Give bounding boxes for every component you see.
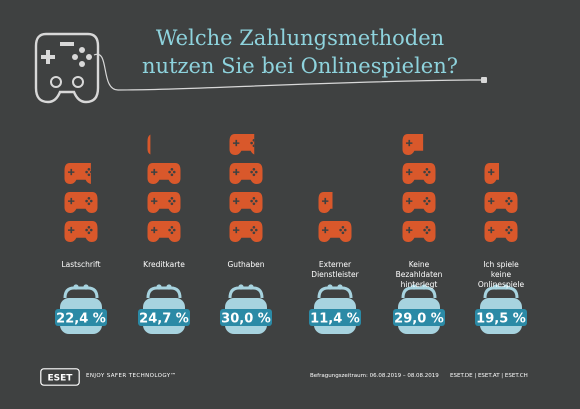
- value-badge: [55, 309, 107, 326]
- category-label-line: Guthaben: [227, 260, 265, 269]
- value-badge: [220, 309, 272, 326]
- partial-gamepad-icon: [318, 192, 333, 213]
- value-label: 22,4 %: [56, 312, 106, 327]
- value-label: 29,0 %: [394, 312, 444, 327]
- gamepad-icon: [229, 192, 263, 213]
- survey-period: Befragungszeitraum: 06.08.2019 – 08.08.2…: [310, 373, 439, 379]
- value-badge: [138, 309, 190, 326]
- value-label: 30,0 %: [221, 312, 271, 327]
- gamepad-icon: [64, 221, 98, 242]
- category-label: Keine Bezahldaten hinterlegt: [374, 260, 464, 290]
- title-line-2: nutzen Sie bei Onlinespielen?: [141, 54, 459, 78]
- value-label: 11,4 %: [310, 312, 360, 327]
- eset-logo: ESET: [40, 368, 80, 386]
- gamepad-icon: [147, 163, 181, 184]
- category-label-line: Kreditkarte: [143, 260, 185, 269]
- gamepad-icon: [402, 192, 436, 213]
- partial-gamepad-icon: [147, 134, 151, 155]
- partial-gamepad-icon: [484, 163, 499, 184]
- category-label-line: Lastschrift: [61, 260, 101, 269]
- category-label: Guthaben: [201, 260, 291, 270]
- gamepad-icon: [229, 163, 263, 184]
- category-label-line: Dienstleister: [311, 270, 359, 279]
- gamepad-icon: [402, 163, 436, 184]
- chart-title: Welche Zahlungsmethoden nutzen Sie bei O…: [130, 24, 470, 80]
- value-label: 24,7 %: [139, 312, 189, 327]
- partial-gamepad-icon: [229, 134, 255, 155]
- category-label: Ich spiele keine Onlinespiele: [456, 260, 546, 290]
- gamepad-icon: [484, 221, 518, 242]
- svg-text:ESET: ESET: [48, 374, 74, 384]
- category-label: Kreditkarte: [119, 260, 209, 270]
- title-line-1: Welche Zahlungsmethoden: [155, 26, 445, 50]
- category-label-line: Bezahldaten: [395, 270, 443, 279]
- category-label-line: hinterlegt: [400, 280, 438, 289]
- gamepad-outline-icon: [34, 32, 100, 104]
- value-badge: [309, 309, 361, 326]
- footer-sites: ESET.DE | ESET.AT | ESET.CH: [450, 373, 528, 379]
- partial-gamepad-icon: [64, 163, 91, 184]
- category-label-line: Externer: [318, 260, 352, 269]
- category-label-line: keine: [490, 270, 512, 279]
- value-badge: [393, 309, 445, 326]
- partial-gamepad-icon: [402, 134, 424, 155]
- value-badge: [475, 309, 527, 326]
- gamepad-icon: [64, 192, 98, 213]
- gamepad-icon: [147, 192, 181, 213]
- value-label: 19,5 %: [476, 312, 526, 327]
- category-label-line: Keine: [408, 260, 430, 269]
- category-label-line: Onlinespiele: [477, 280, 525, 289]
- gamepad-icon: [147, 221, 181, 242]
- category-label: Lastschrift: [36, 260, 126, 270]
- gamepad-icon: [229, 221, 263, 242]
- category-label-line: Ich spiele: [483, 260, 519, 269]
- category-label: Externer Dienstleister: [290, 260, 380, 280]
- gamepad-icon: [402, 221, 436, 242]
- gamepad-icon: [484, 192, 518, 213]
- gamepad-icon: [318, 221, 352, 242]
- footer-tagline: ENJOY SAFER TECHNOLOGY™: [86, 373, 177, 379]
